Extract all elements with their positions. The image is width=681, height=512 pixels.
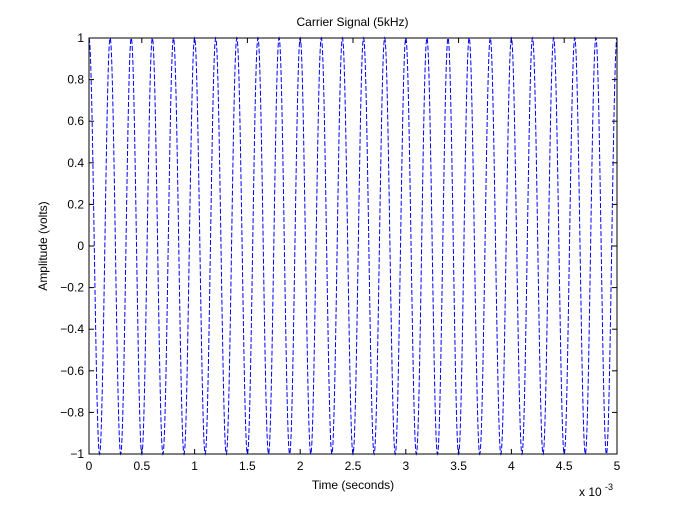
plot-frame (88, 37, 618, 455)
x-tick-label: 2 (297, 459, 304, 473)
y-tick-label: 0 (77, 239, 84, 253)
y-tick-label: −0.4 (60, 322, 84, 336)
plot-area (89, 38, 617, 454)
x-axis-multiplier-exponent: -3 (605, 482, 613, 492)
y-tick-label: 0.8 (67, 73, 84, 87)
y-tick-label: −0.8 (60, 405, 84, 419)
x-tick-label: 3 (402, 459, 409, 473)
y-tick-label: −1 (70, 447, 84, 461)
x-tick-label: 4 (508, 459, 515, 473)
y-tick-label: 1 (77, 31, 84, 45)
y-tick-label: 0.6 (67, 114, 84, 128)
x-tick-label: 4.5 (556, 459, 573, 473)
x-tick-label: 1.5 (239, 459, 256, 473)
x-axis-ticks: 0 0.5 1 1.5 2 2.5 3 3.5 4 4.5 5 (86, 38, 621, 473)
x-tick-label: 2.5 (345, 459, 362, 473)
y-axis-title: Amplitude (volts) (36, 201, 50, 290)
x-tick-label: 5 (614, 459, 621, 473)
x-axis-title: Time (seconds) (312, 478, 394, 492)
y-tick-label: −0.6 (60, 364, 84, 378)
y-tick-label: 0.2 (67, 197, 84, 211)
y-tick-label: 0.4 (67, 156, 84, 170)
x-tick-label: 0 (86, 459, 93, 473)
x-tick-label: 1 (191, 459, 198, 473)
chart-title: Carrier Signal (5kHz) (296, 15, 408, 29)
x-axis-multiplier: x 10 -3 (579, 482, 613, 499)
x-tick-label: 0.5 (133, 459, 150, 473)
y-tick-label: −0.2 (60, 281, 84, 295)
y-axis-ticks: 1 0.8 0.6 0.4 0.2 0 −0.2 −0.4 −0.6 −0.8 −1 (60, 31, 617, 461)
x-tick-label: 3.5 (450, 459, 467, 473)
x-axis-multiplier-base: x 10 (579, 485, 602, 499)
